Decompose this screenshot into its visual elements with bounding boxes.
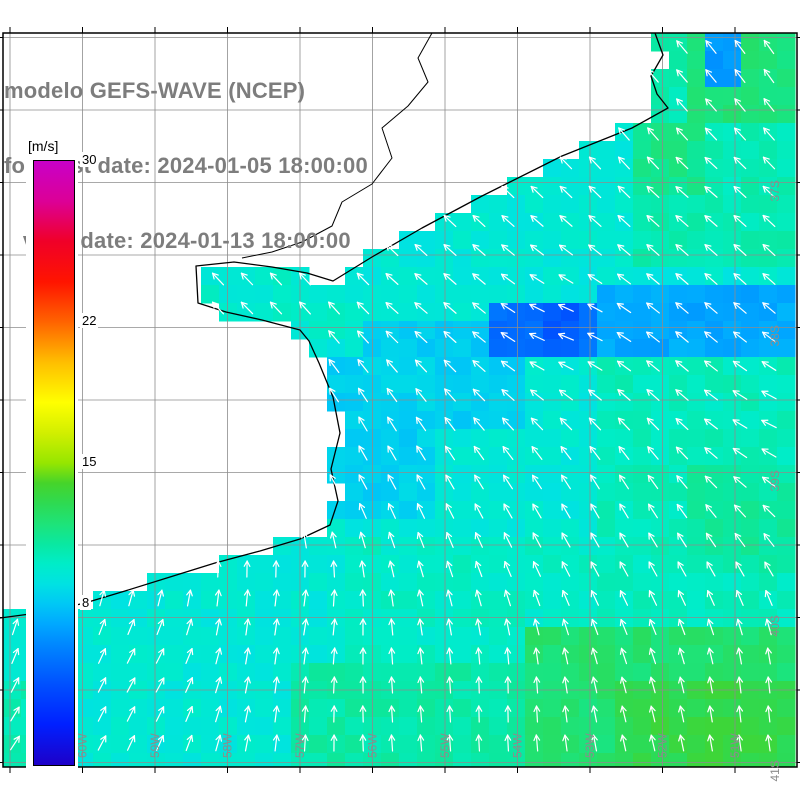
lon-label: 56W — [366, 733, 380, 758]
colorbar-tick: 8 — [80, 594, 92, 610]
direction-arrows-layer — [10, 39, 777, 752]
river-line — [241, 32, 433, 259]
axis-labels: 60W 59W 58W 57W 56W 55W 54W 53W 52W 51W 37S 38S 39S 4… — [76, 180, 783, 781]
grid-layer — [3, 33, 797, 767]
lon-label: 54W — [511, 733, 525, 758]
lat-label: 41S — [768, 760, 782, 781]
lon-label: 52W — [656, 733, 670, 758]
lat-label: 38S — [768, 325, 782, 346]
colorbar-tick: 22 — [80, 313, 99, 329]
lon-label: 55W — [438, 733, 452, 758]
lon-label: 60W — [76, 733, 90, 758]
lat-label: 37S — [768, 180, 782, 201]
lon-label: 51W — [728, 733, 742, 758]
lon-label: 59W — [148, 733, 162, 758]
colorbar-units-label: [m/s] — [28, 138, 59, 154]
lon-label: 58W — [221, 733, 235, 758]
lat-label: 39S — [768, 470, 782, 491]
colorbar: [m/s] — [26, 136, 78, 772]
lon-label: 57W — [293, 733, 307, 758]
lat-label: 40S — [768, 615, 782, 636]
coastline — [0, 32, 669, 619]
model-title: modelo GEFS-WAVE (NCEP) — [4, 78, 306, 103]
colorbar-tick: 30 — [80, 152, 99, 167]
lon-label: 53W — [583, 733, 597, 758]
frame-ticks — [0, 27, 800, 773]
colorbar-tick: 15 — [80, 454, 99, 469]
colorbar-gradient — [33, 160, 75, 766]
